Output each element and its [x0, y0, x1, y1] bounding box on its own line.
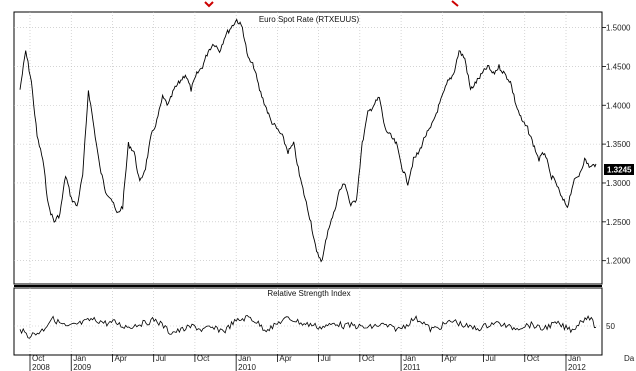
- xtick-month-label: Oct: [197, 354, 210, 363]
- xtick-year-label: 2009: [73, 363, 91, 371]
- xtick-month-label: Oct: [32, 354, 45, 363]
- xtick-month-label: Oct: [527, 354, 540, 363]
- last-value-badge: [604, 164, 634, 175]
- last-value-label: 1.3245: [607, 166, 632, 175]
- price-series-line: [19, 18, 597, 263]
- rsi-series-line: [19, 315, 597, 339]
- xtick-month-label: Jan: [238, 354, 251, 363]
- price-panel-frame: [13, 11, 603, 285]
- xtick-month-label: Oct: [362, 354, 375, 363]
- top-red-mark-left: [204, 1, 214, 8]
- xtick-year-label: 2012: [568, 363, 586, 371]
- price-ytick-label: 1.2000: [606, 257, 631, 266]
- price-ytick-label: 1.2500: [606, 218, 631, 227]
- price-ytick-label: 1.3500: [606, 140, 631, 149]
- xtick-month-label: Apr: [444, 354, 457, 363]
- rsi-ytick-label: 50: [606, 322, 615, 331]
- xtick-year-label: 2008: [32, 363, 50, 371]
- xtick-year-label: 2011: [403, 363, 421, 371]
- xtick-month-label: Jan: [568, 354, 581, 363]
- price-panel-title: Euro Spot Rate (RTXEUUS): [259, 15, 360, 24]
- price-ytick-label: 1.5000: [606, 24, 631, 33]
- xtick-month-label: Apr: [279, 354, 292, 363]
- rsi-panel-title: Relative Strength Index: [267, 289, 350, 298]
- xtick-month-label: Jul: [156, 354, 166, 363]
- xtick-month-label: Jan: [403, 354, 416, 363]
- xtick-month-label: Jul: [321, 354, 331, 363]
- price-ytick-label: 1.4000: [606, 101, 631, 110]
- price-ytick-label: 1.4500: [606, 62, 631, 71]
- xtick-year-label: 2010: [238, 363, 256, 371]
- xtick-tail-label: Da: [624, 354, 635, 363]
- xtick-month-label: Apr: [114, 354, 127, 363]
- xtick-month-label: Jan: [73, 354, 86, 363]
- price-ytick-label: 1.3000: [606, 179, 631, 188]
- top-red-mark-right: [451, 0, 459, 7]
- xtick-month-label: Jul: [486, 354, 496, 363]
